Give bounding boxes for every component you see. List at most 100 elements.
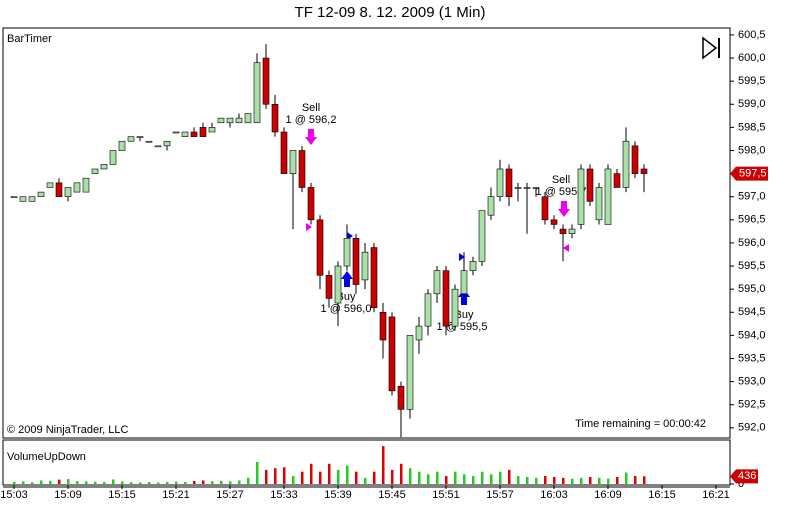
volume-bar xyxy=(328,463,331,484)
candle-body xyxy=(334,265,342,304)
candle-body xyxy=(559,228,567,234)
candle-body xyxy=(352,238,360,285)
candle-body xyxy=(118,140,126,151)
volume-bar xyxy=(121,481,124,484)
last-price-box xyxy=(730,166,768,181)
y-tick-label: 598,0 xyxy=(738,144,766,156)
exit-marker xyxy=(306,223,312,231)
volume-bar xyxy=(211,481,214,484)
volume-bar xyxy=(589,476,592,484)
candle-body xyxy=(163,140,171,147)
candle-body xyxy=(127,136,135,142)
volume-bar xyxy=(31,482,34,484)
volume-bar xyxy=(346,465,349,484)
volume-bar xyxy=(319,471,322,484)
x-tick-label: 15:39 xyxy=(324,489,352,501)
candle-body xyxy=(541,196,549,221)
candle-body xyxy=(289,150,297,174)
volume-bar xyxy=(139,482,142,484)
y-tick-label: 595,5 xyxy=(738,260,766,272)
volume-bar xyxy=(13,481,16,484)
candle-body xyxy=(91,168,99,174)
volume-bar xyxy=(292,476,295,484)
volume-bar xyxy=(535,477,538,484)
y-tick-label: 592,0 xyxy=(738,422,766,434)
sell-arrow xyxy=(558,201,570,217)
candle-body xyxy=(568,228,576,234)
volume-bar xyxy=(355,471,358,484)
volume-bar xyxy=(202,480,205,484)
signal-action: Sell xyxy=(552,174,570,186)
volume-bar xyxy=(265,469,268,484)
chart-title: TF 12-09 8. 12. 2009 (1 Min) xyxy=(295,4,486,21)
volume-bar xyxy=(517,476,520,484)
y-tick-label: 595,0 xyxy=(738,283,766,295)
candle-body xyxy=(46,182,54,188)
candle-body xyxy=(253,62,261,124)
exit-marker xyxy=(347,232,353,240)
exit-marker xyxy=(563,244,569,252)
volume-bar xyxy=(130,482,133,484)
volume-bar xyxy=(625,472,628,484)
candle-body xyxy=(208,127,216,133)
candle-body xyxy=(154,145,162,148)
candle-body xyxy=(136,136,144,138)
candle-body xyxy=(172,131,180,134)
volume-bar xyxy=(598,477,601,484)
candle-body xyxy=(73,182,81,193)
x-tick-label: 16:09 xyxy=(594,489,622,501)
volume-bar xyxy=(400,463,403,484)
y-tick-label: 592,5 xyxy=(738,399,766,411)
volume-bar xyxy=(283,467,286,484)
volume-bar xyxy=(193,481,196,484)
candle-body xyxy=(370,247,378,308)
candle-body xyxy=(181,131,189,137)
candle-body xyxy=(100,164,108,170)
volume-bar xyxy=(418,471,421,484)
candle-body xyxy=(64,187,72,198)
volume-bar xyxy=(391,469,394,484)
volume-bar xyxy=(373,471,376,484)
y-tick-label: 594,5 xyxy=(738,306,766,318)
candle-body xyxy=(55,182,63,198)
candle-body xyxy=(109,150,117,165)
play-icon[interactable] xyxy=(702,36,720,60)
candle-body xyxy=(469,261,477,271)
x-tick-label: 15:51 xyxy=(432,489,460,501)
candle-body xyxy=(595,187,603,221)
volume-bar xyxy=(274,468,277,484)
volume-bar xyxy=(490,474,493,484)
volume-bar xyxy=(526,476,529,484)
signal-detail: 1 @ 596,2 xyxy=(286,114,337,126)
volume-bar xyxy=(148,482,151,484)
y-tick-label: 593,5 xyxy=(738,352,766,364)
volume-bar xyxy=(562,477,565,484)
volume-bar xyxy=(463,474,466,484)
volume-bar xyxy=(157,482,160,484)
play-triangle[interactable] xyxy=(702,36,718,60)
candle-body xyxy=(244,113,252,124)
candle-body xyxy=(217,117,225,124)
candle-body xyxy=(37,191,45,198)
volume-bar xyxy=(445,476,448,484)
volume-panel xyxy=(2,439,731,486)
volume-bar xyxy=(310,463,313,484)
volume-bar xyxy=(76,481,79,484)
y-tick-label: 599,0 xyxy=(738,98,766,110)
candle-body xyxy=(19,196,27,202)
candle-body xyxy=(145,140,153,143)
x-tick-label: 15:45 xyxy=(378,489,406,501)
volume-bar xyxy=(544,476,547,484)
y-tick-label: 597,0 xyxy=(738,191,766,203)
indicator-label: BarTimer xyxy=(7,33,52,45)
volume-tick-label: 0 xyxy=(738,478,744,490)
volume-bar xyxy=(481,471,484,484)
candle-body xyxy=(523,187,531,189)
x-tick-label: 15:15 xyxy=(108,489,136,501)
last-volume-box xyxy=(730,469,758,484)
x-tick-label: 15:27 xyxy=(216,489,244,501)
volume-title: VolumeUpDown xyxy=(7,451,86,463)
candle-body xyxy=(496,168,504,198)
volume-bar xyxy=(436,471,439,484)
